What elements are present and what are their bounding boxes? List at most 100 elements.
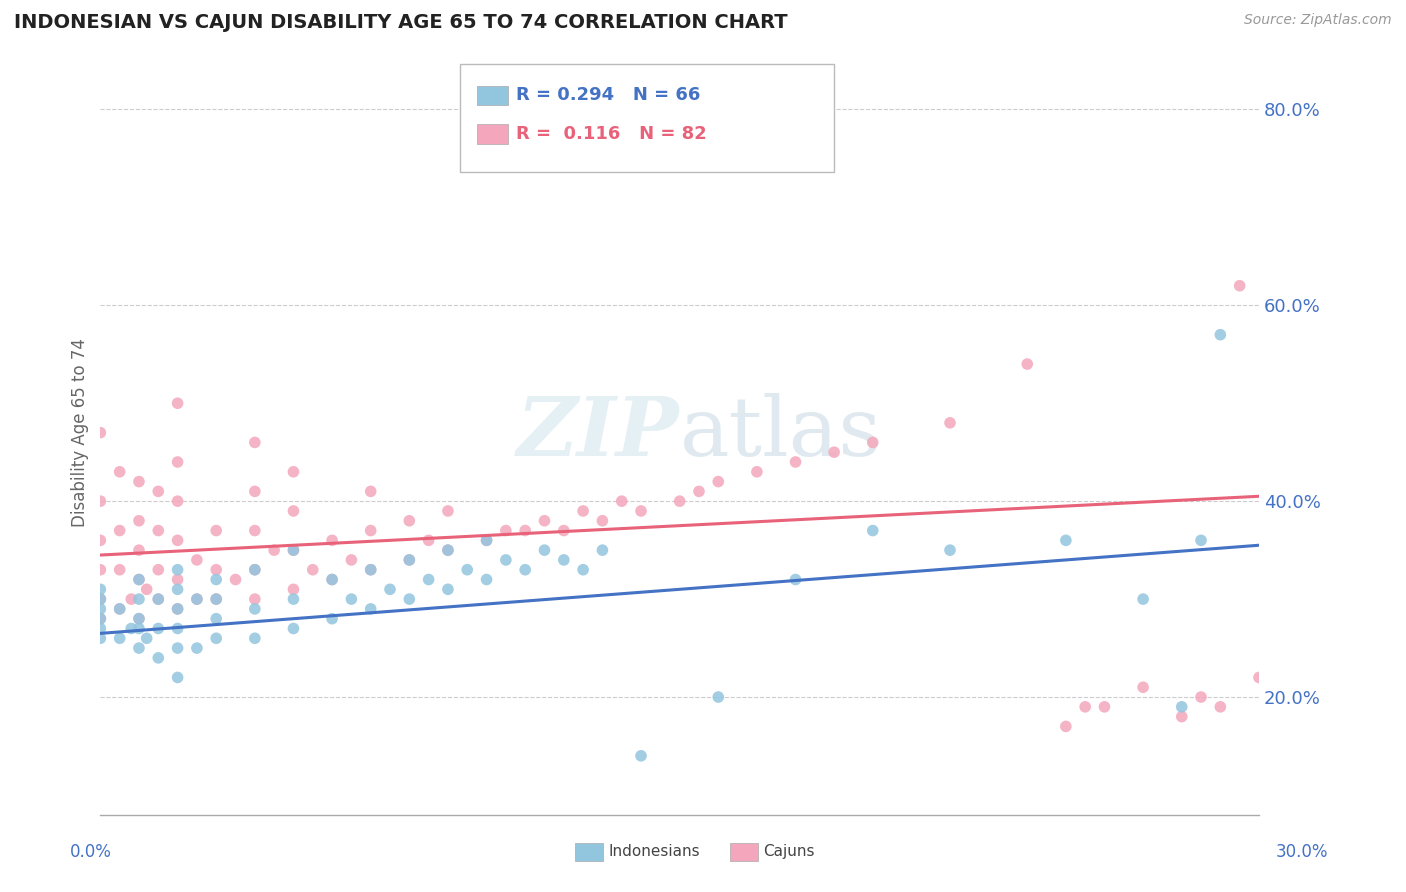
Point: [108, 602, 131, 616]
Point: [186, 553, 208, 567]
Point: [120, 592, 142, 607]
Point: [148, 651, 170, 665]
Point: [456, 563, 478, 577]
Point: [205, 592, 228, 607]
Point: [108, 563, 131, 577]
Point: [398, 514, 420, 528]
Point: [939, 543, 962, 558]
Point: [205, 592, 228, 607]
Point: [360, 563, 382, 577]
Point: [166, 582, 188, 597]
Point: [475, 533, 498, 548]
Point: [128, 543, 150, 558]
Point: [128, 622, 150, 636]
Point: [89, 425, 111, 440]
Point: [89, 563, 111, 577]
Point: [135, 632, 157, 646]
Point: [166, 533, 188, 548]
Point: [166, 494, 188, 508]
Point: [610, 494, 633, 508]
Point: [785, 455, 807, 469]
Point: [89, 602, 111, 616]
Point: [89, 592, 111, 607]
Text: Cajuns: Cajuns: [763, 845, 815, 859]
Point: [243, 524, 266, 538]
Text: R = 0.294   N = 66: R = 0.294 N = 66: [516, 87, 700, 104]
Point: [398, 592, 420, 607]
Point: [166, 563, 188, 577]
Point: [321, 533, 343, 548]
Text: Indonesians: Indonesians: [609, 845, 700, 859]
Point: [166, 602, 188, 616]
Point: [707, 475, 730, 489]
Point: [243, 563, 266, 577]
Point: [166, 602, 188, 616]
Point: [166, 573, 188, 587]
Point: [1170, 699, 1192, 714]
Point: [495, 553, 517, 567]
Point: [148, 592, 170, 607]
Point: [321, 573, 343, 587]
Point: [186, 641, 208, 656]
Point: [553, 553, 575, 567]
Point: [707, 690, 730, 704]
Point: [283, 504, 305, 518]
Point: [533, 514, 555, 528]
Point: [360, 484, 382, 499]
Point: [418, 533, 440, 548]
Point: [108, 632, 131, 646]
Point: [1170, 709, 1192, 723]
Point: [166, 670, 188, 684]
Point: [283, 465, 305, 479]
Point: [668, 494, 690, 508]
Point: [205, 632, 228, 646]
Point: [1209, 699, 1232, 714]
Point: [128, 612, 150, 626]
Point: [128, 514, 150, 528]
Point: [630, 504, 652, 518]
Point: [148, 563, 170, 577]
Point: [1229, 278, 1251, 293]
Point: [89, 612, 111, 626]
Point: [1054, 719, 1077, 733]
Point: [437, 582, 460, 597]
Point: [398, 553, 420, 567]
Point: [862, 435, 884, 450]
Point: [1189, 533, 1212, 548]
Point: [205, 612, 228, 626]
Point: [398, 553, 420, 567]
Point: [89, 612, 111, 626]
Point: [205, 573, 228, 587]
Text: 0.0%: 0.0%: [70, 843, 112, 861]
Point: [128, 612, 150, 626]
Point: [243, 563, 266, 577]
Point: [360, 524, 382, 538]
Text: ZIP: ZIP: [517, 392, 679, 473]
Point: [1017, 357, 1039, 371]
Point: [572, 563, 595, 577]
Point: [128, 641, 150, 656]
Point: [108, 465, 131, 479]
Point: [108, 602, 131, 616]
Point: [1189, 690, 1212, 704]
Point: [135, 582, 157, 597]
Text: Source: ZipAtlas.com: Source: ZipAtlas.com: [1244, 13, 1392, 28]
Point: [1132, 592, 1154, 607]
Point: [205, 563, 228, 577]
Point: [437, 543, 460, 558]
Point: [939, 416, 962, 430]
Point: [263, 543, 285, 558]
Point: [148, 592, 170, 607]
Point: [205, 524, 228, 538]
Point: [321, 573, 343, 587]
Point: [591, 514, 613, 528]
Point: [1074, 699, 1097, 714]
Point: [283, 543, 305, 558]
Point: [301, 563, 323, 577]
Point: [166, 622, 188, 636]
Y-axis label: Disability Age 65 to 74: Disability Age 65 to 74: [72, 338, 89, 527]
Point: [283, 543, 305, 558]
Point: [89, 494, 111, 508]
Point: [89, 533, 111, 548]
Point: [186, 592, 208, 607]
